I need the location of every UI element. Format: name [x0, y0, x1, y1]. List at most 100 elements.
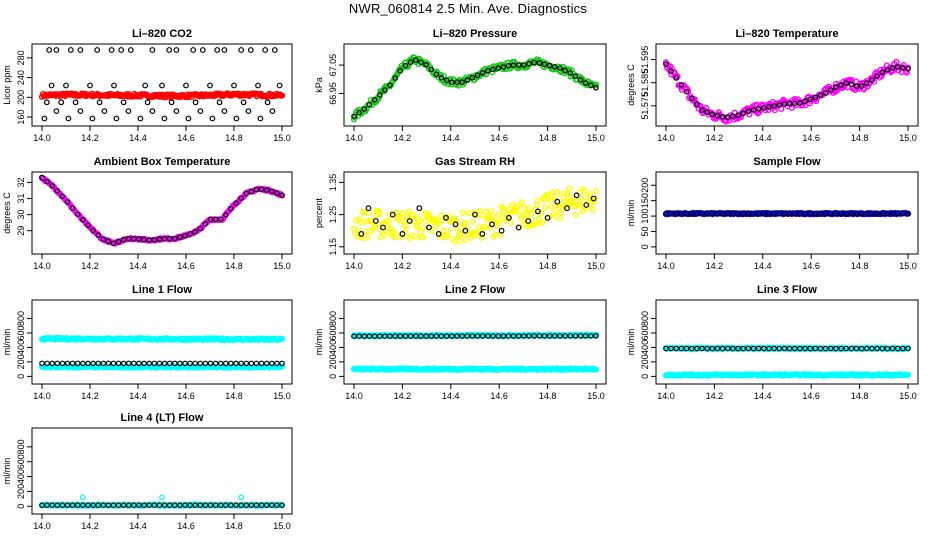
data-point [812, 210, 819, 217]
data-point [126, 502, 132, 509]
series-avg [663, 345, 911, 352]
data-point [95, 502, 102, 509]
data-point [719, 113, 726, 120]
y-tick-label: 400 [640, 340, 650, 355]
data-point [278, 363, 286, 370]
data-point [592, 188, 600, 195]
data-point [740, 345, 747, 352]
y-axis-label: degrees C [2, 192, 12, 234]
data-point [781, 101, 788, 107]
data-point [760, 210, 767, 217]
data-point [507, 220, 514, 227]
x-tick-label: 14.2 [81, 521, 99, 531]
data-point [786, 100, 793, 107]
data-point [371, 97, 378, 103]
data-point [485, 67, 491, 74]
data-point [58, 99, 65, 106]
data-point [187, 231, 193, 237]
x-tick-label: 14.4 [754, 391, 772, 401]
x-tick-label: 14.4 [129, 133, 147, 143]
data-point [592, 366, 600, 373]
data-point [567, 333, 574, 339]
data-point [105, 238, 112, 245]
x-tick-label: 14.2 [394, 391, 412, 401]
x-tick-label: 14.8 [225, 521, 243, 531]
data-point [531, 59, 538, 66]
data-point [448, 333, 455, 339]
data-point [516, 211, 524, 218]
data-point [63, 82, 69, 89]
data-point [228, 360, 234, 367]
data-point [822, 345, 829, 352]
data-point [771, 345, 777, 352]
data-point [412, 233, 419, 240]
data-point [136, 502, 142, 509]
data-point [72, 99, 79, 106]
data-point [683, 345, 690, 352]
data-point [514, 202, 521, 209]
data-point [120, 502, 127, 509]
data-point [402, 225, 409, 232]
data-point [832, 80, 840, 88]
data-point [683, 210, 690, 217]
y-tick-label: 51.595 [640, 46, 650, 74]
plot-area [662, 58, 912, 125]
data-point [151, 502, 158, 509]
x-tick-label: 15.0 [273, 261, 291, 271]
y-tick-label: 150 [640, 193, 650, 208]
data-point [364, 234, 371, 241]
y-tick-label: 800 [16, 439, 26, 454]
data-point [447, 218, 454, 225]
data-point [802, 98, 808, 105]
x-tick-label: 14.6 [802, 391, 820, 401]
data-point [863, 210, 870, 217]
data-point [694, 210, 700, 217]
data-point [406, 218, 413, 224]
data-point [263, 187, 270, 193]
x-tick-label: 14.0 [657, 261, 675, 271]
data-point [412, 333, 419, 339]
data-point [894, 345, 901, 352]
data-point [223, 360, 229, 367]
data-point [459, 79, 465, 86]
y-tick-label: 31 [16, 194, 26, 204]
data-point [161, 235, 168, 242]
data-point [515, 333, 522, 339]
x-tick-label: 14.4 [129, 391, 147, 401]
data-point [673, 345, 680, 352]
data-point [709, 111, 716, 118]
data-point [69, 205, 76, 211]
data-point [253, 502, 260, 509]
chart-title: Sample Flow [753, 156, 821, 168]
data-point [149, 108, 156, 114]
chart-panel-1: Li–820 CO2 14.0 14.2 14.4 14.6 14.8 15.0 160 200… [2, 28, 293, 143]
data-point [182, 233, 188, 239]
x-tick-label: 15.0 [273, 391, 291, 401]
data-point [776, 210, 783, 217]
data-point [490, 66, 496, 73]
data-point [372, 218, 379, 224]
data-point [382, 218, 389, 225]
data-point [366, 101, 373, 108]
data-point [474, 72, 481, 79]
data-point [663, 345, 669, 352]
x-tick-label: 14.8 [851, 391, 869, 401]
chart-panel-6: Sample Flow 14.0 14.2 14.4 14.6 14.8 15.0 0 50 10… [626, 156, 919, 271]
data-point [105, 360, 112, 367]
data-point [156, 236, 163, 242]
data-point [127, 47, 134, 53]
data-point [575, 201, 583, 208]
plot-area [350, 331, 600, 374]
y-tick-label: 30 [16, 210, 26, 220]
data-point [464, 77, 471, 83]
data-point [760, 345, 767, 352]
data-point [526, 333, 532, 339]
chart-panel-2: Li–820 Pressure 14.0 14.2 14.4 14.6 14.8 15.0 6… [314, 28, 607, 143]
data-point [556, 215, 564, 222]
data-point [389, 211, 396, 218]
x-tick-label: 14.0 [33, 261, 51, 271]
data-point [536, 333, 543, 339]
data-point [269, 108, 276, 114]
data-point [207, 82, 213, 89]
data-point [90, 360, 96, 367]
